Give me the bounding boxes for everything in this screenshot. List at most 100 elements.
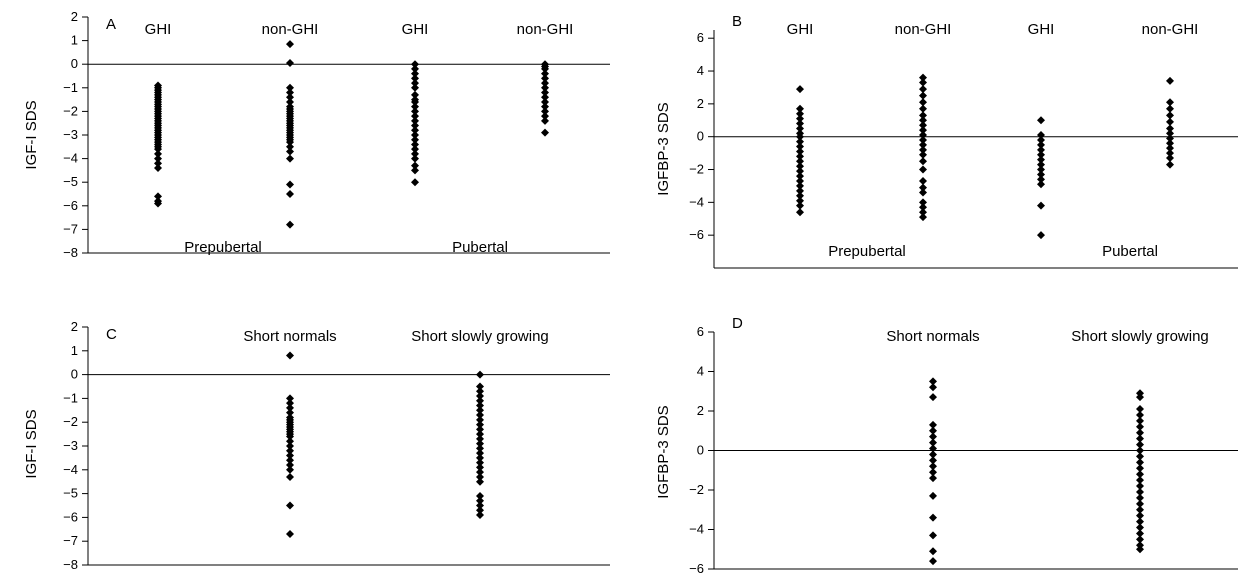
data-point	[1136, 405, 1144, 414]
data-point	[919, 213, 927, 222]
data-point	[286, 442, 294, 450]
data-point	[411, 79, 419, 88]
data-point	[1166, 76, 1174, 85]
data-point	[1136, 464, 1144, 473]
data-point	[286, 97, 294, 106]
data-point	[476, 387, 484, 396]
data-point	[411, 69, 419, 78]
data-point	[796, 109, 804, 118]
data-point	[476, 496, 484, 505]
data-point	[1037, 135, 1045, 144]
data-point	[411, 178, 419, 187]
y-axis-label: IGF-I SDS	[23, 100, 40, 169]
y-tick-label: −4	[63, 151, 78, 166]
data-point	[411, 166, 419, 175]
panel-d: 6 4 2 0 −2 −4 −6 IGFBP-3 SDS D Short normals Short…	[655, 315, 1238, 576]
data-point	[929, 444, 937, 453]
group-label: Short normals	[886, 328, 979, 345]
data-point	[541, 93, 549, 102]
series-2	[476, 370, 484, 520]
data-point	[286, 403, 294, 412]
data-point	[1037, 165, 1045, 174]
data-point	[1136, 487, 1144, 496]
data-point	[796, 85, 804, 94]
data-point	[411, 64, 419, 73]
data-point	[154, 192, 162, 201]
data-point	[476, 491, 484, 500]
data-point	[411, 116, 419, 125]
data-point	[1136, 482, 1144, 491]
series-1	[154, 81, 162, 208]
data-point	[411, 107, 419, 116]
data-point	[541, 112, 549, 121]
data-point	[1136, 493, 1144, 502]
data-point	[1166, 129, 1174, 138]
group-label: non-GHI	[895, 21, 952, 38]
data-point	[1136, 428, 1144, 437]
data-point	[476, 468, 484, 477]
data-point	[541, 88, 549, 97]
data-point	[476, 420, 484, 429]
data-point	[1136, 458, 1144, 467]
data-point	[1166, 154, 1174, 163]
series-2	[919, 73, 927, 222]
y-tick-label: 4	[697, 364, 704, 379]
data-point	[929, 468, 937, 477]
data-point	[476, 463, 484, 472]
data-point	[1136, 440, 1144, 449]
data-point	[929, 557, 937, 566]
data-point	[1166, 124, 1174, 133]
y-tick-label: −2	[63, 103, 78, 118]
data-point	[286, 432, 294, 441]
data-point	[476, 370, 484, 379]
data-point	[286, 530, 294, 539]
data-point	[286, 142, 294, 151]
data-point	[929, 513, 937, 522]
data-point	[796, 157, 804, 166]
data-point	[286, 465, 294, 474]
section-label: Pubertal	[452, 239, 508, 256]
data-point	[796, 196, 804, 205]
data-point	[411, 97, 419, 106]
data-point	[286, 40, 294, 49]
data-point	[796, 114, 804, 123]
y-tick-label: −2	[689, 162, 704, 177]
data-point	[919, 121, 927, 130]
data-point	[1136, 422, 1144, 431]
data-point	[796, 186, 804, 195]
data-point	[1037, 150, 1045, 159]
data-point	[1136, 434, 1144, 443]
series-3	[1037, 116, 1045, 240]
data-point	[411, 121, 419, 130]
data-point	[919, 177, 927, 186]
data-point	[286, 59, 294, 68]
data-point	[929, 420, 937, 429]
data-point	[286, 446, 294, 455]
y-tick-label: −5	[63, 174, 78, 189]
data-point	[919, 188, 927, 197]
data-point	[919, 150, 927, 159]
data-point	[476, 430, 484, 439]
data-point	[286, 83, 294, 92]
data-point	[796, 167, 804, 176]
y-tick-label: −2	[63, 414, 78, 429]
data-point	[1136, 511, 1144, 520]
data-point	[929, 462, 937, 471]
data-point	[1166, 160, 1174, 169]
data-point	[154, 145, 162, 154]
data-point	[796, 132, 804, 141]
data-point	[919, 85, 927, 94]
series-1	[796, 85, 804, 217]
y-tick-label: 1	[71, 33, 78, 48]
data-point	[1136, 470, 1144, 479]
panel-letter: C	[106, 326, 117, 343]
y-tick-label: 0	[71, 56, 78, 71]
data-point	[541, 107, 549, 116]
series-1	[286, 351, 294, 539]
data-point	[476, 439, 484, 448]
data-point	[411, 161, 419, 170]
data-point	[476, 425, 484, 434]
data-point	[541, 79, 549, 88]
data-point	[919, 91, 927, 100]
data-point	[286, 408, 294, 417]
